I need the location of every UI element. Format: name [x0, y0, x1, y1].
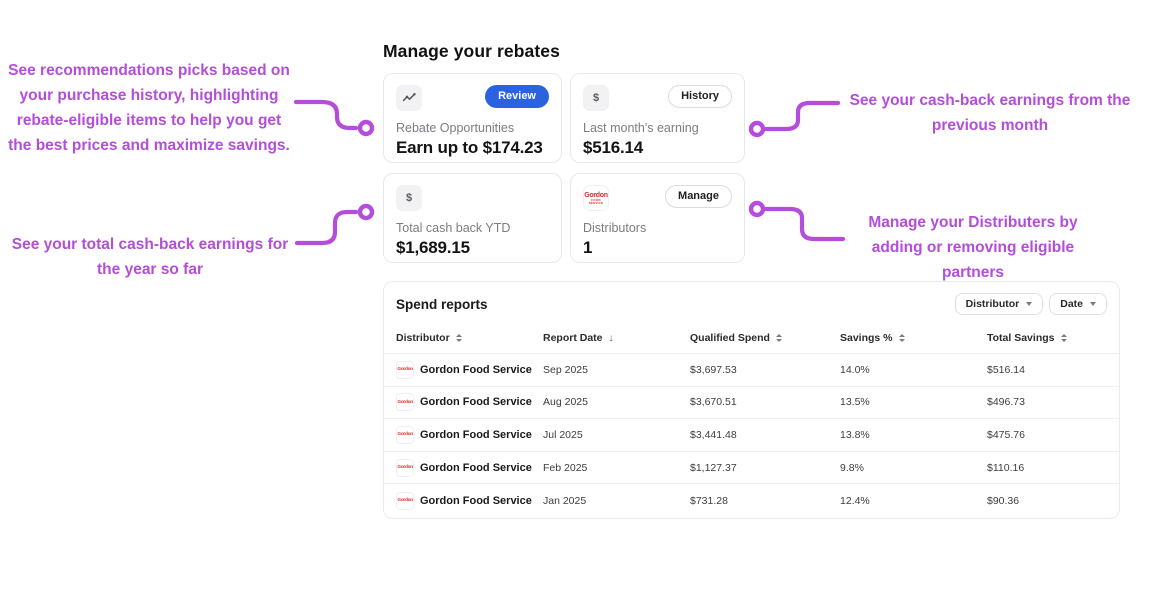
- spend-reports-title: Spend reports: [396, 296, 488, 312]
- gordon-logo: Gordon: [396, 393, 414, 412]
- distributor-filter-dropdown[interactable]: Distributor: [954, 293, 1044, 315]
- card-value: Earn up to $174.23: [396, 138, 543, 157]
- column-header-distributor[interactable]: Distributor: [396, 332, 543, 344]
- manage-button[interactable]: Manage: [665, 185, 732, 209]
- gordon-logo: Gordon: [396, 491, 414, 510]
- sort-desc-icon: ↓: [608, 332, 614, 344]
- annotation-left-bottom: See your total cash-back earnings for th…: [11, 236, 289, 278]
- table-row[interactable]: Gordon Gordon Food Service Feb 2025 $1,1…: [384, 452, 1119, 485]
- card-rebate-opportunities: Review Rebate Opportunities Earn up to $…: [383, 73, 562, 163]
- table-row[interactable]: Gordon Gordon Food Service Aug 2025 $3,6…: [384, 387, 1119, 420]
- card-label: Total cash back YTD: [396, 221, 511, 235]
- card-label: Distributors: [583, 221, 647, 235]
- sort-icon: [1060, 334, 1067, 342]
- table-row[interactable]: Gordon Gordon Food Service Jan 2025 $731…: [384, 484, 1119, 517]
- table-row[interactable]: Gordon Gordon Food Service Sep 2025 $3,6…: [384, 354, 1119, 387]
- annotation-left-top: See recommendations picks based on your …: [8, 62, 290, 154]
- gordon-logo: Gordon: [396, 425, 414, 444]
- sort-icon: [775, 334, 782, 342]
- date-filter-dropdown[interactable]: Date: [1049, 293, 1107, 315]
- column-header-savings-pct[interactable]: Savings %: [840, 332, 987, 344]
- card-last-month-earning: $ History Last month's earning $516.14: [570, 73, 745, 163]
- dollar-icon: $: [583, 85, 609, 111]
- column-header-qualified-spend[interactable]: Qualified Spend: [690, 332, 840, 344]
- spend-reports-panel: Spend reports Distributor Date Distribut…: [383, 281, 1120, 519]
- connector-left-bottom: [294, 203, 375, 246]
- table-row[interactable]: Gordon Gordon Food Service Jul 2025 $3,4…: [384, 419, 1119, 452]
- trend-line-icon: [396, 85, 422, 111]
- review-button[interactable]: Review: [485, 85, 549, 109]
- connector-right-top: [748, 100, 841, 138]
- stat-cards: Review Rebate Opportunities Earn up to $…: [383, 73, 745, 263]
- card-total-cash-back-ytd: $ Total cash back YTD $1,689.15: [383, 173, 562, 263]
- sort-icon: [898, 334, 905, 342]
- card-label: Last month's earning: [583, 121, 699, 135]
- card-value: $516.14: [583, 138, 644, 157]
- page-title: Manage your rebates: [383, 41, 560, 61]
- dollar-icon: $: [396, 185, 422, 211]
- card-label: Rebate Opportunities: [396, 121, 515, 135]
- sort-icon: [455, 334, 462, 342]
- history-button[interactable]: History: [668, 85, 732, 109]
- filter-label: Distributor: [965, 298, 1020, 310]
- chevron-down-icon: [1090, 302, 1096, 306]
- gordon-logo: Gordon: [396, 458, 414, 477]
- connector-left-top: [293, 99, 375, 137]
- column-header-report-date[interactable]: Report Date ↓: [543, 332, 614, 344]
- connector-right-bottom: [748, 200, 846, 242]
- annotation-right-top: See your cash-back earnings from the pre…: [849, 92, 1131, 134]
- card-distributors: Gordon FOOD SERVICE Manage Distributors 1: [570, 173, 745, 263]
- card-value: $1,689.15: [396, 238, 470, 257]
- filter-label: Date: [1060, 298, 1083, 310]
- gordon-logo: Gordon: [396, 360, 414, 379]
- card-value: 1: [583, 238, 593, 257]
- column-header-total-savings[interactable]: Total Savings: [987, 332, 1107, 344]
- annotation-right-bottom: Manage your Distributers by adding or re…: [868, 214, 1078, 281]
- gordon-logo: Gordon FOOD SERVICE: [583, 185, 609, 211]
- chevron-down-icon: [1026, 302, 1033, 306]
